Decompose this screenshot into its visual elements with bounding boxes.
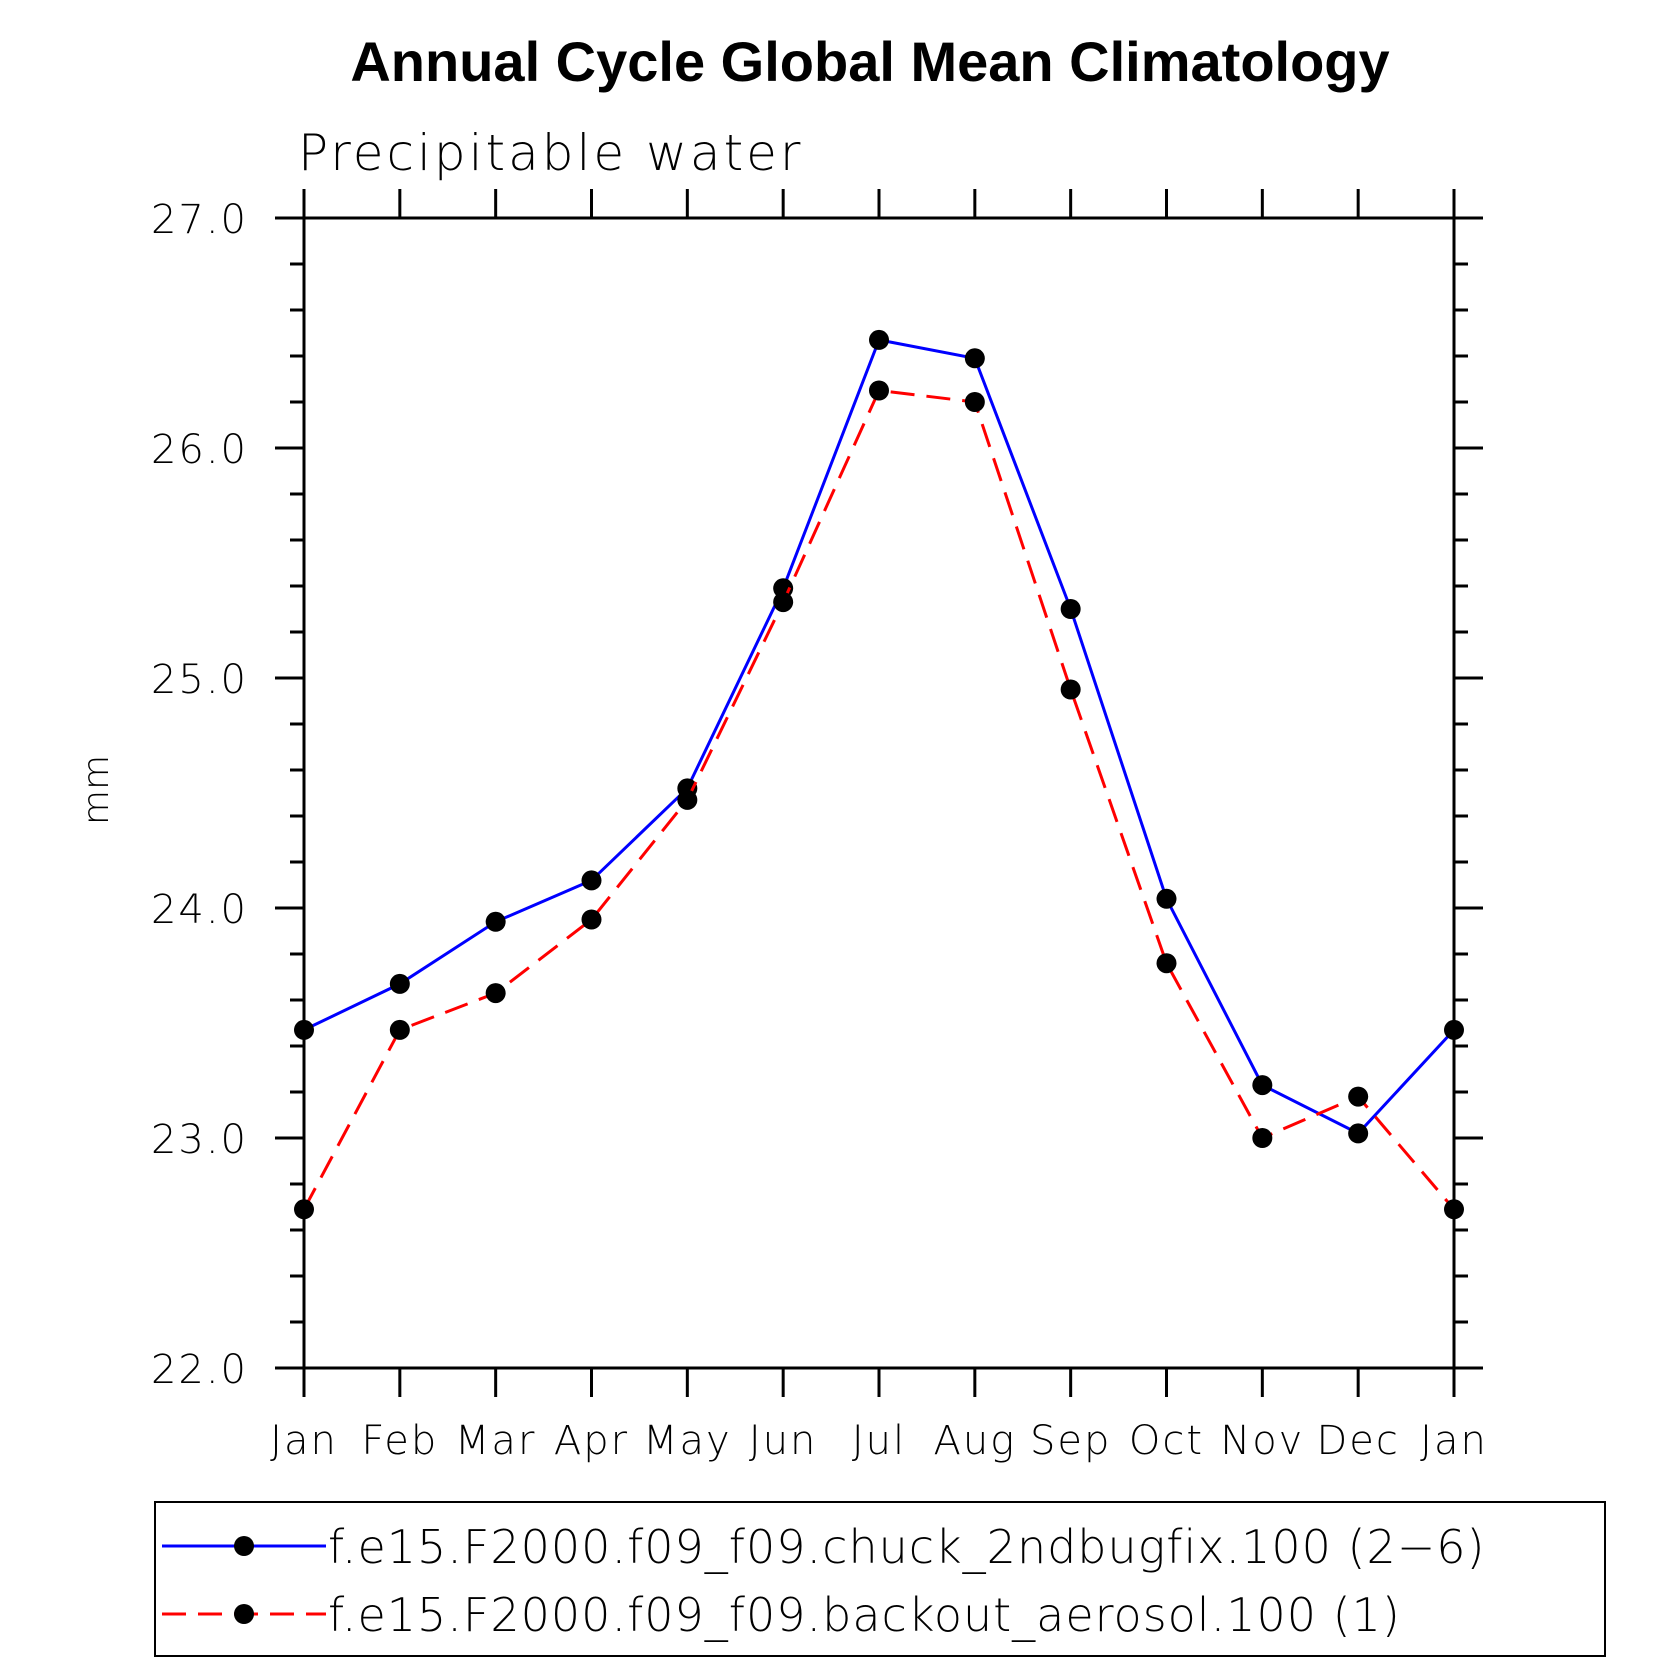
data-point <box>1252 1075 1273 1096</box>
x-tick-label: Oct <box>1129 1418 1204 1464</box>
data-point <box>1060 599 1081 619</box>
x-tick-label: Sep <box>1030 1418 1111 1464</box>
legend: f.e15.F2000.f09_f09.chuck_2ndbugfix.100 … <box>154 1501 1606 1657</box>
series-1 <box>294 329 1464 1144</box>
x-tick-label: May <box>643 1418 732 1464</box>
data-point <box>389 1019 410 1040</box>
data-point <box>964 348 985 369</box>
x-axis: Jan Feb Mar Apr May Jun Jul Aug Sep Oct Nov Dec Jan <box>270 189 1488 1464</box>
x-tick-label: Aug <box>933 1418 1016 1464</box>
data-point <box>294 1199 314 1220</box>
y-tick-label: 23.0 <box>151 1117 248 1163</box>
x-tick-label: Nov <box>1220 1418 1304 1464</box>
data-point <box>964 392 985 412</box>
y-tick-label: 26.0 <box>151 427 248 473</box>
x-tick-label: Jan <box>270 1418 338 1464</box>
data-point <box>581 909 602 930</box>
data-point <box>485 983 506 1004</box>
x-tick-label: Dec <box>1316 1418 1399 1464</box>
series-2 <box>294 380 1464 1220</box>
y-axis-label: mm <box>76 755 117 825</box>
data-point <box>1060 679 1081 700</box>
data-point <box>1348 1123 1369 1144</box>
y-tick-label: 27.0 <box>151 197 248 243</box>
data-point <box>869 380 889 401</box>
y-tick-label: 24.0 <box>151 887 248 933</box>
data-point <box>1252 1128 1273 1148</box>
chart-subtitle: Precipitable water <box>298 124 804 182</box>
data-point <box>773 592 794 613</box>
legend-marker <box>234 1604 254 1624</box>
chart-title: Annual Cycle Global Mean Climatology <box>350 30 1389 93</box>
series-line <box>302 388 1456 1211</box>
data-point <box>581 870 602 891</box>
series-layer <box>294 329 1464 1220</box>
series-line <box>303 338 1456 1136</box>
legend-entry-label: f.e15.F2000.f09_f09.backout_aerosol.100 … <box>328 1588 1401 1642</box>
x-tick-label: Jul <box>852 1418 906 1464</box>
data-point <box>1156 888 1177 909</box>
y-axis: 22.0 23.0 24.0 25.0 26.0 27.0 <box>151 197 1483 1393</box>
y-tick-label: 22.0 <box>151 1347 248 1393</box>
x-tick-label: Apr <box>554 1418 629 1464</box>
x-tick-label: Jan <box>1420 1418 1488 1464</box>
legend-marker <box>234 1536 254 1556</box>
x-tick-label: Mar <box>455 1418 536 1464</box>
legend-entry-label: f.e15.F2000.f09_f09.chuck_2ndbugfix.100 … <box>328 1520 1485 1574</box>
data-point <box>869 329 889 350</box>
data-point <box>1156 953 1177 974</box>
y-tick-label: 25.0 <box>151 657 248 703</box>
data-point <box>389 973 410 994</box>
legend-box <box>154 1501 1606 1657</box>
x-tick-label: Jun <box>749 1418 818 1464</box>
data-point <box>1348 1086 1369 1107</box>
data-point <box>294 1019 314 1040</box>
x-tick-label: Feb <box>361 1418 438 1464</box>
data-point <box>677 789 698 810</box>
data-point <box>485 911 506 932</box>
data-point <box>1444 1199 1464 1220</box>
data-point <box>1444 1019 1464 1040</box>
